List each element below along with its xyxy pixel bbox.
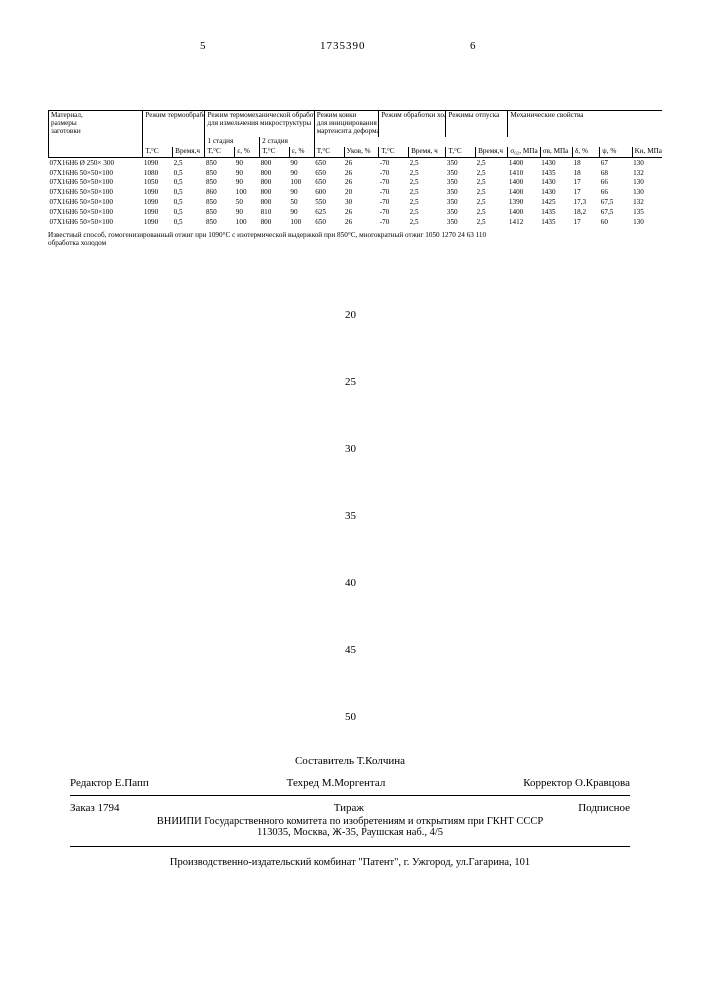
col-header: δ, %: [572, 147, 599, 157]
compiler: Составитель Т.Колчина: [70, 755, 630, 767]
line-number: 45: [345, 645, 356, 656]
col-header: ε, %: [289, 147, 314, 157]
table-row: 07Х16Н6 50×50×10010500,58509080010065026…: [49, 178, 663, 188]
order: Заказ 1794: [70, 802, 120, 814]
col-group: Материал,размерызаготовки: [49, 111, 143, 158]
table-row: 07Х16Н6 50×50×10010900,5850908109062526-…: [49, 208, 663, 218]
tirazh: Тираж: [334, 802, 364, 814]
line-number: 25: [345, 377, 356, 388]
line-number: 30: [345, 444, 356, 455]
line-number: 35: [345, 511, 356, 522]
signed: Подписное: [578, 802, 630, 814]
col-header: T,°C: [143, 147, 173, 157]
col-group: Механические свойства: [508, 111, 662, 137]
col-header: T,°C: [314, 147, 344, 157]
line-numbers: 20 25 30 35 40 45 50: [345, 310, 356, 779]
page-num-left: 5: [200, 40, 206, 52]
table-row: 07Х16Н6 50×50×10010900,58501008001006502…: [49, 218, 663, 228]
patent-number: 1735390: [320, 40, 366, 52]
col-header: ψ, %: [600, 147, 632, 157]
col-header: T,°C: [260, 147, 290, 157]
line-number: 40: [345, 578, 356, 589]
col-group: Режим термообработки: [143, 111, 205, 137]
col-group: Режимы отпуска: [446, 111, 508, 137]
table-row: 07Х16Н6 50×50×10010900,58601008009060020…: [49, 188, 663, 198]
data-table: Материал,размерызаготовкиРежим термообра…: [48, 110, 662, 248]
table-row: 07Х16Н6 Ø 250× 30010902,5850908009065026…: [49, 157, 663, 168]
org-line-3: Производственно-издательский комбинат "П…: [70, 857, 630, 868]
col-header: Время,ч: [476, 147, 508, 157]
col-header: Уков, %: [344, 147, 379, 157]
col-header: ε, %: [235, 147, 260, 157]
col-header: T,°C: [205, 147, 235, 157]
col-header: σ₀₂, МПа: [508, 147, 540, 157]
col-group: Режим обработки холодом: [379, 111, 446, 137]
col-group: Режим термомеханической обработкидля изм…: [205, 111, 314, 137]
credits-block: Составитель Т.Колчина Редактор Е.Папп Те…: [70, 755, 630, 868]
col-header: σв, МПа: [540, 147, 572, 157]
col-header: Время,ч: [173, 147, 205, 157]
col-header: T,°C: [379, 147, 409, 157]
col-header: Kн, МПа: [632, 147, 662, 157]
table-row: 07Х16Н6 50×50×10010800,5850908009065026-…: [49, 169, 663, 179]
line-number: 20: [345, 310, 356, 321]
line-number: 50: [345, 712, 356, 723]
corrector: Корректор О.Кравцова: [523, 777, 630, 789]
col-header: Время, ч: [409, 147, 446, 157]
table-footnote: Известный способ, гомогенизированный отж…: [48, 232, 662, 248]
table-row: 07Х16Н6 50×50×10010900,5850508005055030-…: [49, 198, 663, 208]
col-group: Режим ковкидля инициирования образцовмар…: [314, 111, 379, 137]
page-num-right: 6: [470, 40, 476, 52]
techred: Техред М.Моргентал: [287, 777, 386, 789]
org-line-1: ВНИИПИ Государственного комитета по изоб…: [70, 816, 630, 827]
col-header: T,°C: [446, 147, 476, 157]
org-line-2: 113035, Москва, Ж-35, Раушская наб., 4/5: [70, 827, 630, 847]
editor: Редактор Е.Папп: [70, 777, 149, 789]
